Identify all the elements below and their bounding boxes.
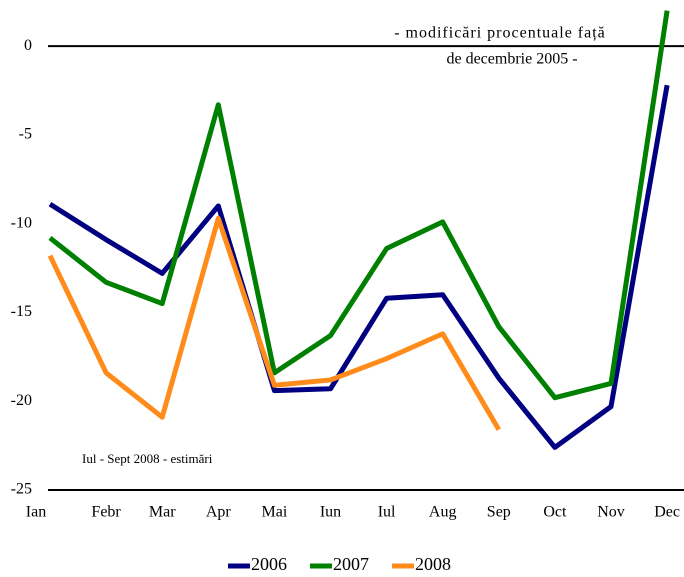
y-tick-label: 0 xyxy=(24,37,32,54)
y-tick-label: -5 xyxy=(19,126,32,143)
line-series xyxy=(48,10,670,401)
line-series xyxy=(47,215,501,431)
x-tick-label: Sep xyxy=(487,504,511,521)
y-tick-label: -15 xyxy=(11,303,32,320)
y-tick-label: -25 xyxy=(11,481,32,498)
x-tick-label: Oct xyxy=(543,504,567,521)
line-series xyxy=(48,84,670,450)
x-tick-label: Iun xyxy=(320,504,341,521)
x-tick-label: Iul xyxy=(378,504,396,521)
legend-label: 2007 xyxy=(333,554,369,574)
x-tick-label: Nov xyxy=(597,504,625,521)
annotation: de decembrie 2005 - xyxy=(446,51,577,68)
y-tick-label: -20 xyxy=(11,392,32,409)
x-tick-label: Aug xyxy=(429,504,457,521)
x-tick-label: Dec xyxy=(654,504,680,521)
x-tick-label: Mar xyxy=(149,504,176,521)
annotation: - modificări procentuale față xyxy=(394,25,606,42)
x-tick-label: Ian xyxy=(26,504,46,521)
legend-label: 2008 xyxy=(415,554,451,574)
annotation: Iul - Sept 2008 - estimări xyxy=(82,451,213,466)
x-tick-label: Febr xyxy=(91,504,121,521)
x-tick-label: Apr xyxy=(206,504,232,521)
y-tick-label: -10 xyxy=(11,214,32,231)
legend-label: 2006 xyxy=(251,554,287,574)
x-tick-label: Mai xyxy=(262,504,288,521)
